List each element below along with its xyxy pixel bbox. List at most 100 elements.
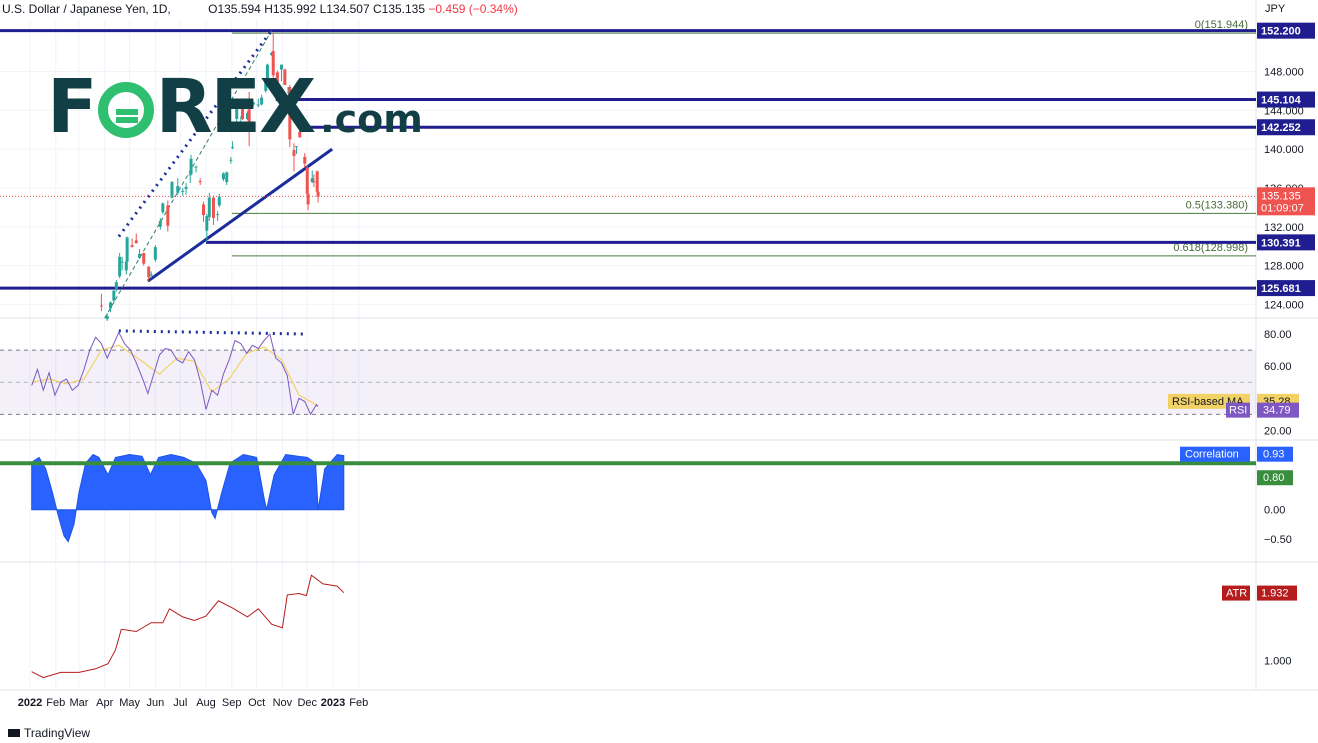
candle-body <box>112 290 116 301</box>
time-tick-label: Oct <box>248 697 265 709</box>
candle <box>194 165 198 173</box>
ohlc-close: C135.135 <box>372 2 426 16</box>
price-level-badge <box>1257 119 1315 136</box>
candle-body <box>235 107 239 120</box>
candle <box>231 141 235 150</box>
channel-top-dotted-line <box>117 29 273 238</box>
tradingview-label: TradingView <box>24 726 91 740</box>
time-tick-label: Aug <box>196 697 216 709</box>
candle-body <box>184 186 188 189</box>
price-level-badge-label: 145.104 <box>1261 95 1302 107</box>
ohlc-open: O135.594 <box>208 2 261 16</box>
candle <box>118 252 122 279</box>
candle-body <box>288 86 292 140</box>
candle <box>292 143 296 172</box>
tradingview-watermark: TradingView <box>8 726 90 740</box>
candle-body <box>189 158 193 175</box>
candle-body <box>294 146 298 148</box>
time-tick-label: Sep <box>222 697 242 709</box>
price-tick-label: 128.000 <box>1264 261 1304 273</box>
candle-body <box>271 51 275 76</box>
candle <box>207 192 211 221</box>
candle <box>306 192 310 211</box>
candle-body <box>161 203 165 213</box>
symbol-title: U.S. Dollar / Japanese Yen, 1D, <box>2 2 171 16</box>
price-tick-label: 148.000 <box>1264 66 1304 78</box>
candle-body <box>225 172 229 183</box>
candle <box>310 170 314 184</box>
candle-body <box>130 245 134 248</box>
candle-body <box>114 282 118 289</box>
atr-name-label: ATR <box>1226 588 1247 600</box>
fib-level-label: 0(151.944) <box>1195 19 1248 31</box>
candle <box>125 236 129 263</box>
price-axis-unit: JPY <box>1265 3 1286 15</box>
grid <box>29 20 360 690</box>
candle <box>109 301 113 313</box>
atr-value-label: 1.932 <box>1261 588 1289 600</box>
candle <box>134 233 138 244</box>
candle <box>176 178 180 195</box>
candle-body <box>125 237 129 262</box>
time-tick-label: Jun <box>146 697 164 709</box>
correlation-level-badge <box>1257 470 1293 486</box>
candle <box>312 174 316 187</box>
candle-body <box>265 64 269 80</box>
rsi-name-label: RSI <box>1229 405 1247 417</box>
price-level-badge <box>1257 91 1315 108</box>
candle-body <box>260 97 264 105</box>
candle-body <box>303 156 307 164</box>
candle-body <box>306 193 310 205</box>
candle-body <box>264 82 268 91</box>
candle-body <box>109 302 113 309</box>
candle-body <box>153 247 157 260</box>
price-level-badge <box>1257 234 1315 251</box>
candle-body <box>149 274 153 276</box>
candle-body <box>181 190 185 192</box>
candle <box>245 111 249 120</box>
candle-body <box>231 147 235 149</box>
price-level-badge <box>1257 280 1315 297</box>
candle <box>247 91 251 147</box>
candle-body <box>120 261 124 263</box>
correlation-name-badge <box>1180 446 1250 462</box>
atr-value-badge <box>1257 585 1297 601</box>
candle <box>124 259 128 275</box>
ohlc-change: −0.459 (−0.34%) <box>428 2 518 16</box>
candle-body <box>247 109 251 127</box>
rsi-name-badge <box>1226 402 1250 418</box>
candle-body <box>124 261 128 271</box>
time-tick-label: 2023 <box>321 697 345 709</box>
correlation-level-label: 0.80 <box>1263 472 1284 484</box>
correlation-name-label: Correlation <box>1185 449 1239 461</box>
ohlc-high: H135.992 <box>264 2 317 16</box>
time-tick-label: Nov <box>273 697 293 709</box>
rsi-tick-label: 60.00 <box>1264 361 1292 373</box>
rsi-divergence-dotted-line <box>118 329 305 336</box>
candle-body <box>211 197 215 219</box>
candle-body <box>118 256 122 277</box>
last-price-badge <box>1257 187 1315 216</box>
candle <box>217 193 221 208</box>
candle <box>120 256 124 271</box>
candle-body <box>134 240 138 244</box>
time-tick-label: Feb <box>349 697 368 709</box>
tradingview-icon <box>8 729 20 737</box>
candle-body <box>188 174 192 176</box>
candle-body <box>312 181 316 183</box>
candle-body <box>201 204 205 216</box>
candle <box>260 94 264 106</box>
candle <box>142 252 146 266</box>
candle-body <box>205 216 209 231</box>
candle <box>198 178 202 186</box>
candle <box>288 85 292 148</box>
logo-suffix: .com <box>320 97 423 141</box>
candle <box>216 211 220 221</box>
candle-body <box>207 197 211 218</box>
time-tick-label: Feb <box>46 697 65 709</box>
candle-body <box>99 305 103 307</box>
correlation-tick-label: 0.00 <box>1264 505 1285 517</box>
rsi-tick-label: 80.00 <box>1264 329 1292 341</box>
candle <box>221 172 225 182</box>
